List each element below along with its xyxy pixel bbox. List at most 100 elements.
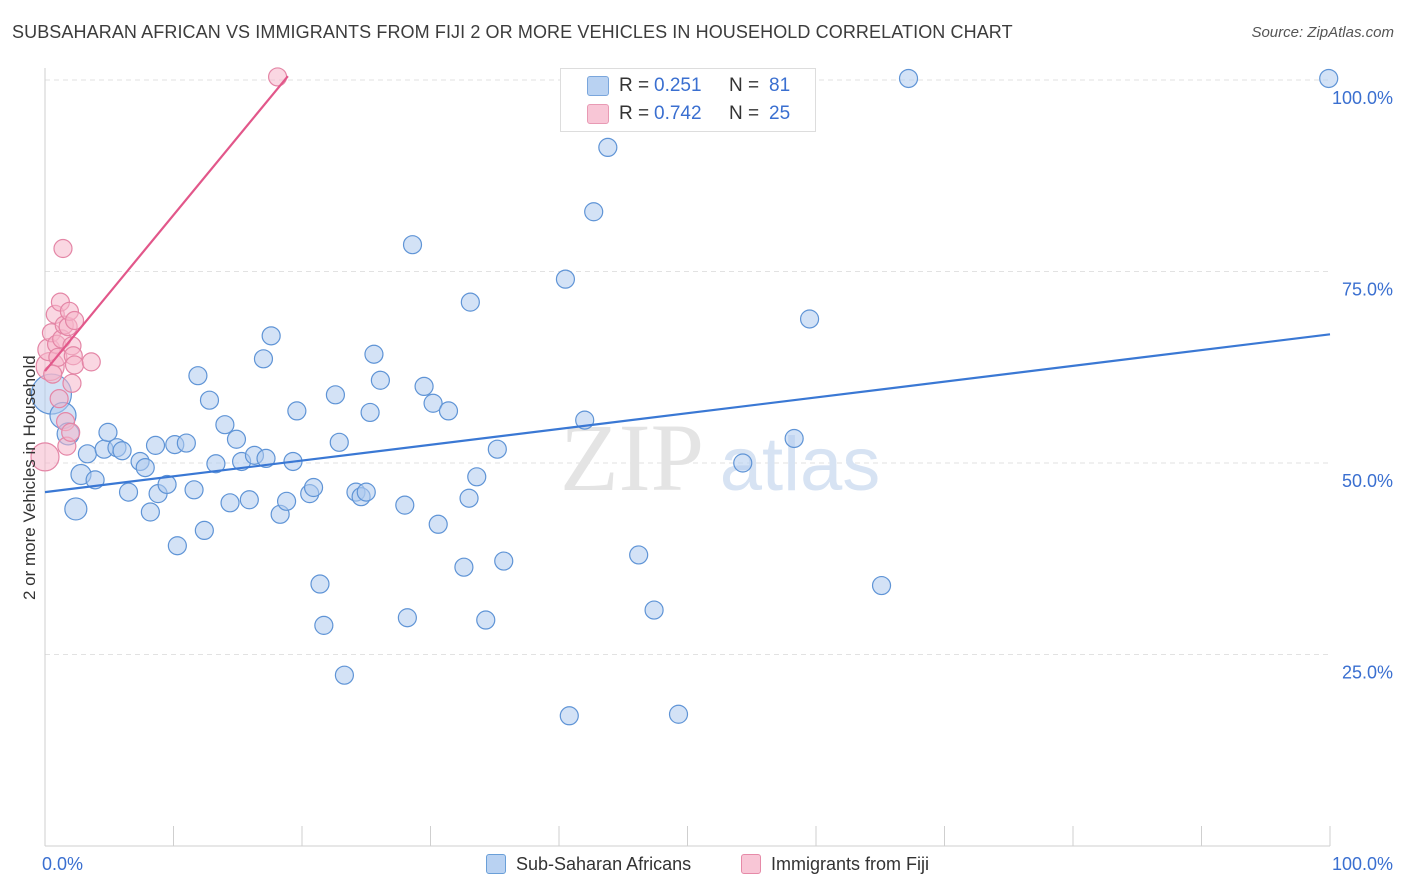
point-sub-saharan: [118, 482, 139, 502]
point-sub-saharan: [584, 202, 604, 222]
legend-item-fiji: Immigrants from Fiji: [741, 852, 929, 876]
point-sub-saharan: [334, 665, 355, 685]
chart-title: SUBSAHARAN AFRICAN VS IMMIGRANTS FROM FI…: [12, 22, 1013, 42]
legend-n-value: 81: [769, 75, 791, 96]
legend-label-sub-saharan: Sub-Saharan Africans: [516, 853, 692, 874]
point-sub-saharan: [364, 344, 384, 364]
source-label: Source: ZipAtlas.com: [1251, 24, 1394, 41]
point-sub-saharan: [176, 433, 196, 453]
point-sub-saharan: [467, 467, 487, 487]
point-fiji: [61, 422, 81, 442]
point-sub-saharan: [487, 439, 507, 459]
point-sub-saharan: [206, 454, 226, 474]
x-tick-label: 0.0%: [42, 854, 83, 874]
trend-line-fiji: [44, 75, 289, 372]
point-sub-saharan: [668, 704, 689, 724]
legend-r-value: 0.251: [654, 75, 702, 96]
point-sub-saharan: [555, 269, 576, 289]
point-sub-saharan: [184, 480, 204, 500]
point-sub-saharan: [414, 376, 434, 396]
point-sub-saharan: [220, 493, 240, 513]
point-sub-saharan: [167, 536, 187, 556]
legend-swatch-fiji: [741, 854, 761, 874]
y-tick-label: 50.0%: [1342, 471, 1393, 491]
point-sub-saharan: [215, 415, 235, 435]
y-tick-label: 75.0%: [1342, 280, 1393, 300]
trend-lines: [44, 75, 1331, 494]
legend-item-sub-saharan: Sub-Saharan Africans: [486, 852, 691, 876]
point-sub-saharan: [898, 68, 919, 89]
point-sub-saharan: [784, 428, 804, 449]
point-sub-saharan: [303, 477, 324, 498]
point-sub-saharan: [356, 482, 376, 502]
legend-n-value: 25: [769, 103, 791, 124]
legend-r-label: R =: [619, 75, 650, 96]
point-sub-saharan: [256, 448, 276, 469]
point-sub-saharan: [239, 490, 259, 510]
legend-label-fiji: Immigrants from Fiji: [771, 853, 930, 874]
x-tick-label: 100.0%: [1332, 854, 1393, 874]
gridlines: [45, 79, 1330, 655]
point-sub-saharan: [644, 600, 664, 620]
point-sub-saharan: [460, 292, 480, 312]
point-sub-saharan: [135, 457, 155, 478]
y-tick-label: 100.0%: [1332, 88, 1393, 108]
legend-swatch-pink: [587, 104, 609, 124]
point-sub-saharan: [287, 401, 307, 421]
point-sub-saharan: [799, 309, 820, 329]
watermark: ZIP atlas: [560, 404, 880, 511]
point-sub-saharan: [226, 429, 247, 449]
trend-line-sub-saharan: [44, 333, 1331, 494]
series-sub-saharan-africans: [30, 68, 1339, 726]
point-sub-saharan: [329, 432, 349, 452]
point-fiji: [267, 67, 288, 87]
point-sub-saharan: [629, 545, 649, 565]
legend-n-label: N =: [729, 103, 760, 124]
point-fiji: [49, 389, 69, 409]
point-sub-saharan: [360, 402, 380, 423]
point-sub-saharan: [157, 474, 177, 495]
point-sub-saharan: [871, 575, 892, 596]
point-sub-saharan: [370, 370, 390, 390]
point-fiji: [64, 310, 85, 331]
legend-r-value: 0.742: [654, 103, 702, 124]
point-fiji: [62, 373, 82, 393]
point-sub-saharan: [194, 520, 214, 541]
point-sub-saharan: [64, 497, 88, 521]
point-sub-saharan: [310, 574, 330, 594]
point-sub-saharan: [77, 444, 98, 464]
legend-n-label: N =: [729, 75, 760, 96]
point-sub-saharan: [428, 514, 448, 534]
point-sub-saharan: [140, 502, 160, 522]
point-sub-saharan: [459, 488, 479, 508]
point-fiji: [30, 442, 60, 472]
point-sub-saharan: [314, 615, 334, 635]
x-tick-labels: 0.0% 100.0%: [42, 854, 1393, 874]
point-sub-saharan: [261, 326, 281, 346]
point-sub-saharan: [438, 401, 459, 421]
point-sub-saharan: [253, 349, 274, 369]
point-sub-saharan: [559, 706, 579, 726]
legend-swatch-blue: [587, 76, 609, 96]
point-sub-saharan: [325, 385, 346, 405]
legend-r-label: R =: [619, 103, 650, 124]
point-sub-saharan: [145, 435, 166, 455]
point-sub-saharan: [494, 551, 514, 571]
point-fiji: [64, 355, 85, 375]
series-immigrants-from-fiji: [30, 67, 288, 472]
point-sub-saharan: [454, 557, 474, 577]
point-sub-saharan: [397, 608, 417, 628]
point-sub-saharan: [188, 366, 208, 386]
point-fiji: [53, 238, 73, 259]
point-fiji: [43, 364, 63, 384]
point-sub-saharan: [733, 453, 753, 473]
legend-swatch-sub-saharan: [486, 854, 506, 874]
point-sub-saharan: [402, 235, 423, 255]
correlation-legend: R = 0.251 N = 81 R = 0.742 N = 25: [560, 68, 816, 132]
point-sub-saharan: [395, 495, 415, 515]
point-sub-saharan: [276, 491, 297, 511]
point-sub-saharan: [423, 393, 443, 413]
point-sub-saharan: [1319, 68, 1339, 89]
point-sub-saharan: [199, 390, 220, 410]
